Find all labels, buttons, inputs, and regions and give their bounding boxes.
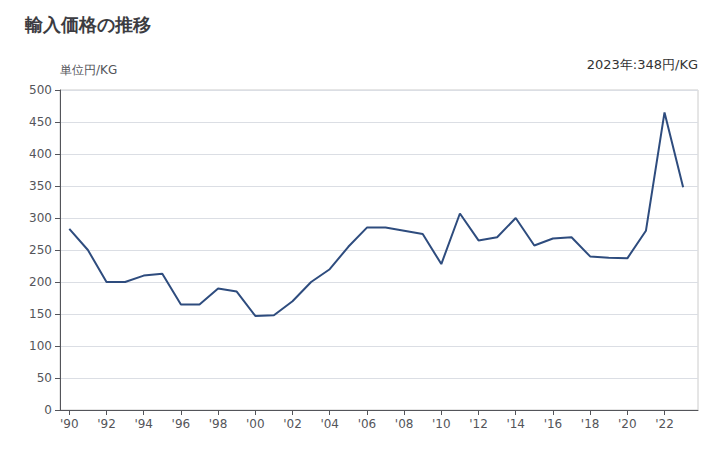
svg-text:150: 150 <box>29 307 52 321</box>
svg-text:'08: '08 <box>395 417 414 431</box>
svg-text:200: 200 <box>29 275 52 289</box>
svg-text:'92: '92 <box>97 417 116 431</box>
svg-text:'96: '96 <box>172 417 191 431</box>
svg-text:300: 300 <box>29 211 52 225</box>
svg-text:単位円/KG: 単位円/KG <box>60 63 117 77</box>
svg-text:'18: '18 <box>581 417 600 431</box>
svg-text:'22: '22 <box>655 417 674 431</box>
svg-text:100: 100 <box>29 339 52 353</box>
svg-text:400: 400 <box>29 147 52 161</box>
svg-text:350: 350 <box>29 179 52 193</box>
svg-text:'94: '94 <box>134 417 153 431</box>
svg-text:'90: '90 <box>60 417 79 431</box>
svg-text:'16: '16 <box>544 417 563 431</box>
svg-text:'00: '00 <box>246 417 265 431</box>
svg-text:'10: '10 <box>432 417 451 431</box>
svg-text:'12: '12 <box>469 417 488 431</box>
svg-text:輸入価格の推移: 輸入価格の推移 <box>24 14 151 35</box>
svg-text:'20: '20 <box>618 417 637 431</box>
svg-text:450: 450 <box>29 115 52 129</box>
svg-text:'06: '06 <box>358 417 377 431</box>
svg-text:'04: '04 <box>320 417 339 431</box>
svg-text:50: 50 <box>37 371 52 385</box>
svg-text:250: 250 <box>29 243 52 257</box>
svg-text:'14: '14 <box>506 417 525 431</box>
svg-text:500: 500 <box>29 83 52 97</box>
svg-text:'02: '02 <box>283 417 302 431</box>
svg-text:2023年:348円/KG: 2023年:348円/KG <box>587 57 698 72</box>
svg-text:'98: '98 <box>209 417 228 431</box>
svg-text:0: 0 <box>44 403 52 417</box>
